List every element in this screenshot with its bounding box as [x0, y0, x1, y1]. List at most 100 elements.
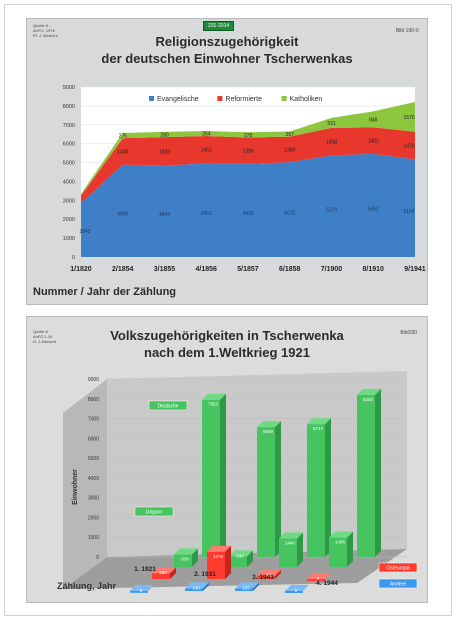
bar-side-andere	[203, 582, 209, 591]
bar-data-label: 1440	[285, 541, 296, 546]
series-tag-label-osteuropa: Osteuropa	[386, 566, 410, 572]
chart2-title-line1: Volkszugehörigkeiten in Tscherwenka	[110, 328, 344, 343]
bar-andere	[285, 591, 303, 593]
bar-top-andere	[285, 585, 309, 591]
bar-osteuropa	[307, 579, 325, 581]
y-tick-label: 9000	[88, 377, 99, 383]
data-label: 848	[369, 117, 378, 123]
x-tick-label: 2/1854	[112, 266, 134, 273]
bar-group: 8200	[357, 388, 381, 557]
bar-data-label: 126	[242, 586, 250, 591]
bar-deutsche	[257, 427, 275, 557]
bar-top-deutsche	[257, 421, 281, 428]
bar-top-ungarn	[279, 532, 303, 539]
legend-swatch-evangelische	[149, 96, 154, 101]
nationality-slide: Quelle 6 AnFG 1.10 H. J.Albrecht Bild190…	[26, 316, 428, 603]
y-tick-label: 8000	[88, 397, 99, 403]
y-tick-label: 5000	[63, 161, 75, 167]
bar-top-andere	[185, 582, 209, 589]
bar-group: 8	[130, 584, 154, 593]
bar-data-label: 130	[192, 585, 200, 590]
bar-group: 0	[307, 573, 331, 581]
x-tick-label: 6/1858	[279, 266, 301, 273]
data-label: 1396	[242, 149, 253, 155]
bar-data-label: 638	[181, 556, 189, 561]
nationality-3d-bar-chart: 0 1000 2000 3000 4000 5000 6000 7000 8000 9000 Ein…	[63, 371, 418, 593]
bar-side-deutsche	[375, 388, 381, 557]
side-wall	[63, 379, 107, 589]
data-label: 4844	[159, 212, 170, 218]
slide-number-2: Bild190	[400, 330, 417, 336]
bar-side-andere	[253, 582, 259, 591]
bar-ungarn	[229, 556, 247, 567]
bar-group: 6569	[257, 421, 281, 557]
bar-group: 1440	[279, 532, 303, 567]
bar-osteuropa	[152, 573, 170, 579]
bar-andere	[235, 588, 253, 591]
bar-side-ungarn	[297, 532, 303, 567]
bar-top-deutsche	[307, 418, 331, 425]
bar-side-ungarn	[347, 531, 353, 567]
bar-deutsche	[307, 424, 325, 557]
data-label: 1452	[201, 148, 212, 154]
bar-side-deutsche	[325, 418, 331, 557]
bar-group: 166	[257, 569, 281, 579]
bar-group: 126	[235, 582, 259, 591]
data-label: 267	[286, 132, 295, 138]
bar-data-label: 8	[140, 588, 143, 593]
chart-title-line1: Religionszugehörigkeit	[155, 34, 299, 49]
x-tick-label: 5/1857	[237, 266, 259, 273]
data-label: 278	[244, 133, 253, 139]
series-tag-andere	[378, 578, 418, 589]
bar-side-osteuropa	[170, 567, 176, 579]
data-label: 1400	[117, 149, 128, 155]
bar-data-label: 540	[236, 553, 244, 558]
y-tick-label: 5000	[88, 456, 99, 462]
bar-group: 0	[285, 585, 309, 593]
data-label: 264	[202, 132, 211, 138]
religion-slide: Quelle 8 - AnFG- 1976 Pf. J. Albrecht 23…	[26, 18, 428, 305]
bar-group: 1376	[207, 545, 231, 579]
x-tick-label: 1/1820	[70, 266, 92, 273]
chart2-title-line2: nach dem 1.Weltkrieg 1921	[144, 345, 310, 360]
bar-osteuropa	[257, 575, 275, 579]
source-note: Quelle 8 - AnFG- 1976 Pf. J. Albrecht	[33, 23, 58, 38]
bar-side-osteuropa	[225, 545, 231, 579]
legend-swatch-reformierte	[217, 96, 223, 101]
x-tick-label: 3/1855	[154, 266, 176, 273]
area-reformierte	[81, 127, 415, 204]
bar-top-ungarn	[174, 548, 198, 555]
y-tick-label: 4000	[88, 476, 99, 482]
bar-data-label: 6717	[313, 426, 324, 431]
series-tag-label-ungarn: Ungarn	[146, 510, 163, 516]
bar-top-deutsche	[357, 388, 381, 395]
y-tick-label: 1000	[63, 236, 75, 242]
bar-data-label: 0	[317, 576, 320, 581]
bar-ungarn	[279, 538, 297, 567]
bar-andere	[130, 590, 148, 593]
bar-osteuropa	[207, 551, 225, 579]
bar-top-andere	[130, 584, 154, 591]
series-tag-ungarn	[134, 506, 174, 517]
bar-data-label: 1486	[335, 540, 346, 545]
data-label: 1402	[368, 139, 379, 145]
bar-side-ungarn	[192, 548, 198, 567]
data-label: 4953	[201, 211, 212, 217]
bar-group: 1486	[329, 531, 353, 567]
bar-group: 6717	[307, 418, 331, 557]
bar-group: 292	[152, 567, 176, 579]
bar-data-label: 7952	[208, 402, 219, 407]
data-label: 4930	[242, 211, 253, 217]
bar-andere	[185, 588, 203, 591]
y-tick-label: 9000	[63, 85, 75, 91]
data-label: 5164	[403, 209, 414, 215]
bar-group: 7952	[202, 393, 226, 557]
y-tick-label: 6000	[88, 436, 99, 442]
bar-top-ungarn	[329, 531, 353, 538]
y-tick-label: 1000	[88, 535, 99, 541]
bar-top-andere	[235, 582, 259, 589]
x-tick-label: 8/1910	[363, 266, 385, 273]
bar-side-andere	[148, 584, 154, 591]
data-label: 1470	[403, 144, 414, 150]
legend-label-katholiken: Katholiken	[290, 96, 323, 103]
